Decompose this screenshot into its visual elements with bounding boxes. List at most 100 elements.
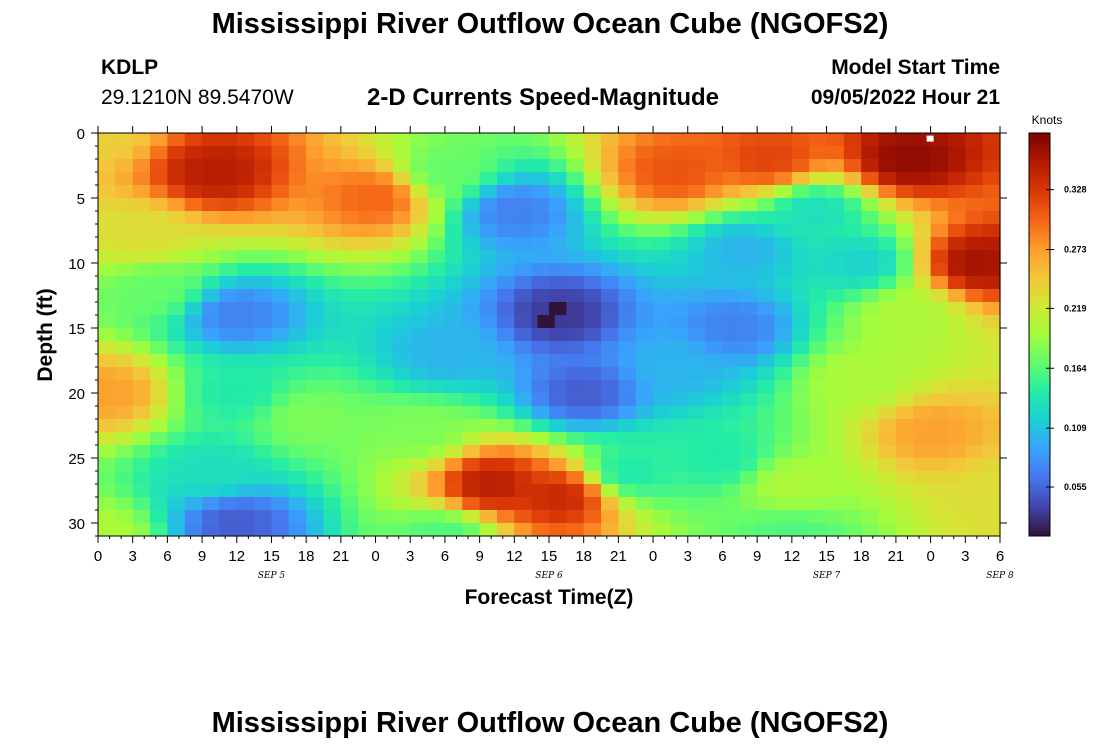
- heatmap-cell: [167, 328, 186, 342]
- x-tick-label: 0: [371, 548, 379, 565]
- heatmap-cell: [288, 302, 307, 316]
- heatmap-cell: [236, 250, 255, 264]
- heatmap-cell: [601, 341, 619, 355]
- heatmap-cell: [254, 471, 273, 485]
- heatmap-cell: [722, 159, 741, 173]
- heatmap-cell: [878, 484, 897, 498]
- heatmap-cell: [236, 328, 255, 342]
- heatmap-cell: [202, 185, 221, 199]
- heatmap-cell: [167, 224, 186, 238]
- heatmap-cell: [236, 354, 255, 368]
- heatmap-cell: [739, 250, 758, 264]
- heatmap-cell: [288, 198, 307, 212]
- heatmap-cell: [340, 211, 359, 225]
- heatmap-cell: [184, 276, 203, 290]
- x-tick-label: 3: [406, 548, 414, 565]
- heatmap-cell: [965, 159, 984, 173]
- heatmap-cell: [254, 393, 273, 407]
- heatmap-cell: [635, 510, 654, 524]
- heatmap-cell: [653, 354, 672, 368]
- heatmap-cell: [375, 354, 394, 368]
- heatmap-cell: [254, 445, 273, 459]
- heatmap-cell: [739, 133, 758, 147]
- heatmap-cell: [930, 198, 949, 212]
- heatmap-cell: [791, 302, 810, 316]
- heatmap-cell: [514, 224, 533, 238]
- heatmap-cell: [306, 211, 325, 225]
- heatmap-cell: [739, 367, 758, 381]
- heatmap-cell: [444, 224, 463, 238]
- heatmap-cell: [496, 211, 515, 225]
- heatmap-cell: [496, 432, 515, 446]
- heatmap-cell: [670, 406, 689, 420]
- heatmap-cell: [809, 484, 828, 498]
- heatmap-cell: [184, 432, 203, 446]
- heatmap-cell: [791, 393, 810, 407]
- heatmap-cell: [826, 237, 845, 251]
- heatmap-cell: [549, 484, 567, 498]
- heatmap-cell: [757, 510, 776, 524]
- heatmap-cell: [410, 393, 429, 407]
- colorbar-tick-label: 0.164: [1064, 363, 1087, 373]
- heatmap-cell: [705, 393, 724, 407]
- heatmap-cell: [843, 211, 862, 225]
- heatmap-cell: [462, 471, 481, 485]
- heatmap-cell: [895, 367, 914, 381]
- heatmap-cell: [878, 497, 897, 511]
- heatmap-cell: [392, 172, 411, 186]
- heatmap-cell: [427, 523, 446, 537]
- heatmap-cell: [930, 354, 949, 368]
- heatmap-cell: [635, 484, 654, 498]
- heatmap-cell: [358, 484, 377, 498]
- heatmap-cell: [514, 484, 533, 498]
- x-tick-label: 21: [333, 548, 350, 565]
- x-tick-label: 0: [94, 548, 102, 565]
- heatmap-cell: [774, 224, 793, 238]
- heatmap-cell: [826, 419, 845, 433]
- heatmap-cell: [167, 263, 186, 277]
- heatmap-cell: [670, 328, 689, 342]
- heatmap-cell: [757, 432, 776, 446]
- heatmap-cell: [601, 159, 619, 173]
- heatmap-cell: [202, 250, 221, 264]
- heatmap-cell: [150, 289, 168, 303]
- heatmap-cell: [705, 198, 724, 212]
- heatmap-cell: [791, 224, 810, 238]
- heatmap-cell: [202, 458, 221, 472]
- heatmap-cell: [670, 237, 689, 251]
- heatmap-cell: [722, 510, 741, 524]
- heatmap-cell: [514, 276, 533, 290]
- heatmap-cell: [184, 237, 203, 251]
- heatmap-cell: [895, 133, 914, 147]
- heatmap-cell: [549, 393, 567, 407]
- heatmap-cell: [965, 224, 984, 238]
- heatmap-cell: [132, 315, 151, 329]
- heatmap-cell: [444, 510, 463, 524]
- heatmap-cell: [219, 198, 238, 212]
- heatmap-cell: [913, 211, 932, 225]
- heatmap-cell: [566, 406, 585, 420]
- heatmap-cell: [410, 497, 429, 511]
- y-tick-label: 5: [77, 191, 85, 208]
- heatmap-cell: [670, 432, 689, 446]
- heatmap-cell: [965, 185, 984, 199]
- heatmap-cell: [843, 315, 862, 329]
- heatmap-cell: [913, 523, 932, 537]
- heatmap-cell: [739, 146, 758, 160]
- heatmap-cell: [566, 263, 585, 277]
- heatmap-cell: [375, 471, 394, 485]
- heatmap-cell: [479, 497, 498, 511]
- heatmap-cell: [98, 159, 116, 173]
- heatmap-cell: [531, 354, 550, 368]
- heatmap-cell: [913, 276, 932, 290]
- heatmap-cell: [323, 419, 342, 433]
- heatmap-cell: [965, 458, 984, 472]
- heatmap-cell: [982, 276, 1001, 290]
- heatmap-cell: [219, 471, 238, 485]
- heatmap-cell: [757, 159, 776, 173]
- heatmap-cell: [583, 328, 602, 342]
- heatmap-cell: [514, 146, 533, 160]
- heatmap-cell: [774, 419, 793, 433]
- heatmap-cell: [115, 497, 134, 511]
- heatmap-cell: [392, 276, 411, 290]
